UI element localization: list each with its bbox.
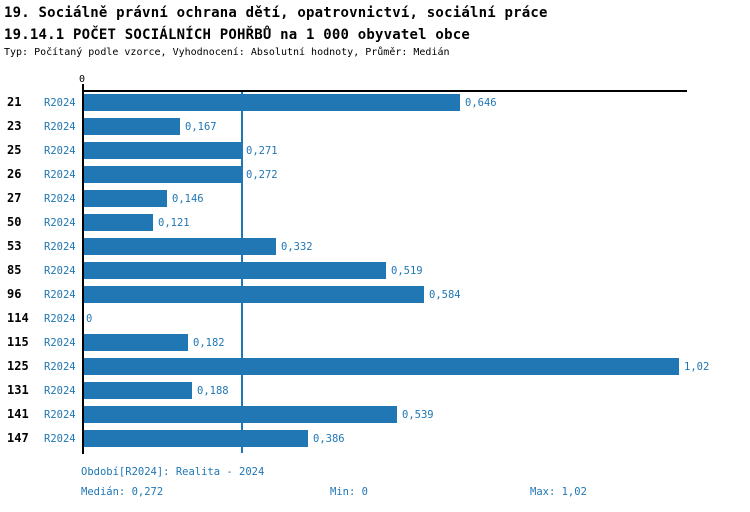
value-bar — [84, 382, 192, 399]
chart-row: 114 R2024 0 — [0, 308, 750, 332]
row-period-label: R2024 — [44, 385, 76, 397]
bar-value-label: 0,519 — [391, 265, 423, 277]
chart-subtitle: Typ: Počítaný podle vzorce, Vyhodnocení:… — [4, 47, 450, 58]
chart-row: 131 R2024 0,188 — [0, 380, 750, 404]
bar-value-label: 0,272 — [246, 169, 278, 181]
y-axis-line — [82, 84, 84, 454]
row-category-label: 141 — [7, 407, 29, 421]
bar-value-label: 0,146 — [172, 193, 204, 205]
value-bar — [84, 142, 241, 159]
bar-value-label: 0,539 — [402, 409, 434, 421]
row-period-label: R2024 — [44, 409, 76, 421]
row-category-label: 53 — [7, 239, 22, 253]
row-category-label: 23 — [7, 119, 22, 133]
chart-row: 23 R2024 0,167 — [0, 116, 750, 140]
bar-value-label: 0,167 — [185, 121, 217, 133]
bar-value-label: 0,121 — [158, 217, 190, 229]
bar-chart-plot-area: 21 R2024 0,646 23 R2024 0,167 25 R2024 0… — [0, 91, 750, 453]
row-period-label: R2024 — [44, 97, 76, 109]
value-bar — [84, 262, 386, 279]
bar-value-label: 0,188 — [197, 385, 229, 397]
row-period-label: R2024 — [44, 433, 76, 445]
value-bar — [84, 238, 276, 255]
row-category-label: 50 — [7, 215, 22, 229]
row-period-label: R2024 — [44, 289, 76, 301]
row-category-label: 125 — [7, 359, 29, 373]
row-period-label: R2024 — [44, 193, 76, 205]
bar-value-label: 0,584 — [429, 289, 461, 301]
value-bar — [84, 430, 308, 447]
value-bar — [84, 190, 167, 207]
row-period-label: R2024 — [44, 337, 76, 349]
value-bar — [84, 166, 241, 183]
value-bar — [84, 94, 460, 111]
row-category-label: 21 — [7, 95, 22, 109]
row-category-label: 114 — [7, 311, 29, 325]
bar-value-label: 0,271 — [246, 145, 278, 157]
chart-row: 96 R2024 0,584 — [0, 284, 750, 308]
bar-value-label: 0,386 — [313, 433, 345, 445]
value-bar — [84, 214, 153, 231]
row-period-label: R2024 — [44, 313, 76, 325]
chart-title: 19.14.1 POČET SOCIÁLNÍCH POHŘBŮ na 1 000… — [4, 27, 470, 43]
bar-value-label: 0,182 — [193, 337, 225, 349]
chart-row: 21 R2024 0,646 — [0, 92, 750, 116]
bar-value-label: 0,646 — [465, 97, 497, 109]
chart-row: 141 R2024 0,539 — [0, 404, 750, 428]
chart-row: 25 R2024 0,271 — [0, 140, 750, 164]
chart-row: 147 R2024 0,386 — [0, 428, 750, 452]
value-bar — [84, 406, 397, 423]
chart-row: 27 R2024 0,146 — [0, 188, 750, 212]
row-period-label: R2024 — [44, 241, 76, 253]
row-category-label: 26 — [7, 167, 22, 181]
footer-min: Min: 0 — [330, 486, 368, 498]
chart-row: 85 R2024 0,519 — [0, 260, 750, 284]
row-category-label: 96 — [7, 287, 22, 301]
page-title: 19. Sociálně právní ochrana dětí, opatro… — [4, 5, 548, 21]
chart-row: 115 R2024 0,182 — [0, 332, 750, 356]
value-bar — [84, 358, 679, 375]
value-bar — [84, 118, 180, 135]
footer-median: Medián: 0,272 — [81, 486, 164, 498]
chart-row: 26 R2024 0,272 — [0, 164, 750, 188]
row-category-label: 115 — [7, 335, 29, 349]
value-bar — [84, 286, 424, 303]
row-category-label: 147 — [7, 431, 29, 445]
chart-row: 125 R2024 1,02 — [0, 356, 750, 380]
x-axis-line — [82, 90, 687, 92]
row-category-label: 85 — [7, 263, 22, 277]
bar-value-label: 0,332 — [281, 241, 313, 253]
footer-max: Max: 1,02 — [530, 486, 587, 498]
row-period-label: R2024 — [44, 169, 76, 181]
footer-period: Období[R2024]: Realita - 2024 — [81, 466, 265, 478]
row-category-label: 27 — [7, 191, 22, 205]
row-period-label: R2024 — [44, 121, 76, 133]
bar-value-label: 1,02 — [684, 361, 710, 373]
row-period-label: R2024 — [44, 145, 76, 157]
value-bar — [84, 334, 188, 351]
chart-row: 53 R2024 0,332 — [0, 236, 750, 260]
row-category-label: 25 — [7, 143, 22, 157]
bar-value-label: 0 — [86, 313, 93, 325]
row-period-label: R2024 — [44, 265, 76, 277]
row-category-label: 131 — [7, 383, 29, 397]
row-period-label: R2024 — [44, 217, 76, 229]
x-axis-tick-zero: 0 — [78, 74, 86, 85]
row-period-label: R2024 — [44, 361, 76, 373]
chart-row: 50 R2024 0,121 — [0, 212, 750, 236]
